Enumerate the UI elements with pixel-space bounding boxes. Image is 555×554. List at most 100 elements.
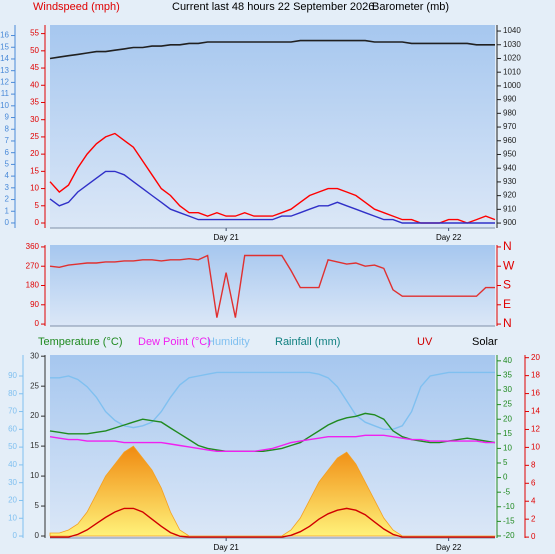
y-tick-label: 0 <box>35 319 40 328</box>
y-tick-label: 40 <box>503 356 512 365</box>
y-tick-label: 40 <box>8 460 17 469</box>
y-tick-label: 20 <box>30 149 39 158</box>
legend-label: Humidity <box>207 336 250 348</box>
y-tick-label: 5 <box>5 160 10 169</box>
y-tick-label: 970 <box>503 122 517 131</box>
y-tick-label: 950 <box>503 150 517 159</box>
y-tick-label: 45 <box>30 63 39 72</box>
line <box>49 170 495 224</box>
y-tick-label: N <box>503 239 512 253</box>
line <box>50 507 495 538</box>
y-tick-label: 8 <box>5 124 10 133</box>
y-tick-label: 16 <box>531 389 540 398</box>
line <box>49 254 495 318</box>
y-tick-label: 55 <box>30 29 39 38</box>
legend-label: Dew Point (°C) <box>138 336 211 348</box>
y-tick-label: 900 <box>503 218 517 227</box>
y-tick-label: 0 <box>5 218 10 227</box>
y-tick-label: 3 <box>5 183 10 192</box>
y-tick-label: 360 <box>26 242 40 251</box>
y-tick-label: 1000 <box>503 81 521 90</box>
y-tick-label: 18 <box>531 371 540 380</box>
legend-label: Solar <box>472 336 498 348</box>
y-tick-label: 930 <box>503 177 517 186</box>
y-tick-label: -10 <box>503 502 515 511</box>
y-tick-label: 2 <box>531 514 536 523</box>
y-tick-label: 5 <box>35 201 40 210</box>
y-tick-label: 4 <box>5 171 10 180</box>
y-tick-label: 11 <box>1 89 10 98</box>
legend-label: UV <box>417 336 433 348</box>
y-tick-label: E <box>503 297 511 311</box>
y-tick-label: 80 <box>8 389 17 398</box>
plot-area <box>50 25 495 228</box>
legend-label: Rainfall (mm) <box>275 336 340 348</box>
y-tick-label: 13 <box>0 66 9 75</box>
x-tick-label: Day 21 <box>213 233 239 242</box>
y-tick-label: 270 <box>26 261 40 270</box>
x-tick-label: Day 22 <box>436 233 462 242</box>
y-tick-label: W <box>503 258 515 272</box>
y-tick-label: 10 <box>8 513 17 522</box>
y-tick-label: 60 <box>8 424 17 433</box>
y-tick-label: 15 <box>503 429 512 438</box>
y-tick-label: 30 <box>8 478 17 487</box>
y-tick-label: 15 <box>30 441 39 450</box>
y-tick-label: 0 <box>531 532 536 541</box>
chart-title: Current last 48 hours 22 September 2026 <box>172 1 374 13</box>
y-tick-label: 20 <box>8 496 17 505</box>
y-tick-label: 15 <box>0 42 9 51</box>
y-tick-label: 10 <box>30 471 39 480</box>
y-tick-label: 10 <box>0 101 9 110</box>
y-tick-label: 16 <box>0 31 9 40</box>
y-tick-label: 12 <box>531 425 540 434</box>
y-tick-label: 14 <box>531 407 540 416</box>
line <box>50 371 495 430</box>
y-tick-label: 90 <box>30 300 39 309</box>
y-tick-label: 25 <box>503 400 512 409</box>
y-tick-label: 5 <box>35 501 40 510</box>
y-tick-label: 50 <box>8 442 17 451</box>
y-tick-label: -5 <box>503 487 511 496</box>
y-tick-label: 1 <box>5 206 10 215</box>
y-tick-label: 35 <box>503 371 512 380</box>
line <box>49 39 495 60</box>
y-tick-label: 10 <box>531 443 540 452</box>
y-tick-label: 35 <box>30 98 39 107</box>
y-tick-label: 30 <box>30 351 39 360</box>
y-tick-label: N <box>503 316 512 330</box>
y-tick-label: 6 <box>5 148 10 157</box>
plot-area <box>50 245 495 326</box>
axis-title: Barometer (mb) <box>372 1 449 13</box>
y-tick-label: 14 <box>0 54 9 63</box>
y-tick-label: 30 <box>30 115 39 124</box>
y-tick-label: 20 <box>30 411 39 420</box>
y-tick-label: 0 <box>13 531 18 540</box>
y-tick-label: 920 <box>503 191 517 200</box>
y-tick-label: 12 <box>0 78 9 87</box>
y-tick-label: 940 <box>503 163 517 172</box>
y-tick-label: 10 <box>503 444 512 453</box>
y-tick-label: 30 <box>503 385 512 394</box>
line <box>49 412 496 452</box>
y-tick-label: 5 <box>503 458 508 467</box>
axis-title: Windspeed (mph) <box>33 1 120 13</box>
y-tick-label: 2 <box>5 195 10 204</box>
x-tick-label: Day 21 <box>213 543 239 552</box>
y-tick-label: 10 <box>30 184 39 193</box>
y-tick-label: 20 <box>503 414 512 423</box>
y-tick-label: 0 <box>503 473 508 482</box>
y-tick-label: S <box>503 278 511 292</box>
y-tick-label: 90 <box>8 371 17 380</box>
y-tick-label: 980 <box>503 108 517 117</box>
y-tick-label: 25 <box>30 381 39 390</box>
y-tick-label: 7 <box>5 136 10 145</box>
area <box>49 445 496 537</box>
y-tick-label: 50 <box>30 46 39 55</box>
y-tick-label: 0 <box>35 531 40 540</box>
legend-label: Temperature (°C) <box>38 336 122 348</box>
x-tick-label: Day 22 <box>436 543 462 552</box>
y-tick-label: 20 <box>531 353 540 362</box>
y-tick-label: 1030 <box>503 40 521 49</box>
